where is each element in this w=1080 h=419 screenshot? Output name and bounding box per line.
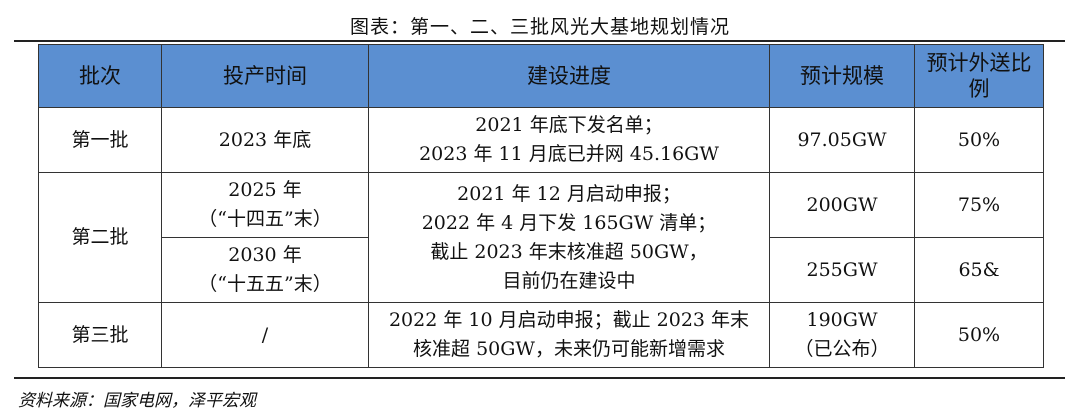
header-row: 批次 投产时间 建设进度 预计规模 预计外送比例 <box>38 44 1044 108</box>
time-cell: 2030 年 （“十五五”末） <box>161 237 369 303</box>
table-title: 图表：第一、二、三批风光大基地规划情况 <box>349 16 730 38</box>
progress-line: 2021 年底下发名单； <box>475 114 663 136</box>
progress-line: 2022 年 4 月下发 165GW 清单； <box>421 211 717 234</box>
header-progress: 建设进度 <box>368 44 770 108</box>
time-line: 2025 年 <box>228 179 302 201</box>
batch-cell: 第三批 <box>38 302 162 368</box>
top-rule <box>14 40 1065 42</box>
progress-line: 2023 年 11 月底已并网 45.16GW <box>419 143 719 165</box>
scale-cell: 255GW <box>769 237 915 303</box>
progress-line: 2021 年 12 月启动申报； <box>457 182 681 205</box>
progress-line: 2022 年 10 月启动申报；截止 2023 年末 <box>388 309 750 331</box>
bottom-rule <box>14 377 1065 379</box>
scale-cell: 97.05GW <box>769 107 915 173</box>
scale-cell: 190GW （已公布） <box>769 302 915 368</box>
batch-cell: 第一批 <box>38 107 162 173</box>
progress-cell: 2021 年底下发名单； 2023 年 11 月底已并网 45.16GW <box>368 107 770 173</box>
ratio-cell: 75% <box>914 172 1044 238</box>
wind-solar-base-table: 批次 投产时间 建设进度 预计规模 预计外送比例 第一批 2023 年底 202… <box>38 44 1044 368</box>
table-row: 第一批 2023 年底 2021 年底下发名单； 2023 年 11 月底已并网… <box>38 107 1044 173</box>
progress-line: 截止 2023 年末核准超 50GW， <box>430 240 708 263</box>
source-note: 资料来源：国家电网，泽平宏观 <box>18 391 256 411</box>
time-cell: 2025 年 （“十四五”末） <box>161 172 369 238</box>
scale-line: 190GW <box>806 309 878 331</box>
header-scale: 预计规模 <box>769 44 915 108</box>
time-cell: 2023 年底 <box>161 107 369 173</box>
batch-cell: 第二批 <box>38 172 162 303</box>
time-line: （“十五五”末） <box>198 273 332 295</box>
table-row: 第二批 2025 年 （“十四五”末） 2021 年 12 月启动申报； 202… <box>38 172 1044 303</box>
ratio-cell: 50% <box>914 107 1044 173</box>
scale-line: （已公布） <box>794 338 890 360</box>
table-row: 第三批 / 2022 年 10 月启动申报；截止 2023 年末 核准超 50G… <box>38 302 1044 368</box>
progress-line: 目前仍在建设中 <box>502 269 636 292</box>
header-batch: 批次 <box>38 44 162 108</box>
time-cell: / <box>161 302 369 368</box>
progress-cell: 2021 年 12 月启动申报； 2022 年 4 月下发 165GW 清单； … <box>368 172 770 303</box>
header-export-ratio: 预计外送比例 <box>914 44 1044 108</box>
time-line: 2030 年 <box>228 244 302 266</box>
progress-line: 核准超 50GW，未来仍可能新增需求 <box>413 338 725 360</box>
progress-cell: 2022 年 10 月启动申报；截止 2023 年末 核准超 50GW，未来仍可… <box>368 302 770 368</box>
header-production-time: 投产时间 <box>161 44 369 108</box>
ratio-cell: 50% <box>914 302 1044 368</box>
ratio-cell: 65& <box>914 237 1044 303</box>
table-row: 2030 年 （“十五五”末） 255GW 65& <box>39 237 1044 303</box>
time-line: （“十四五”末） <box>198 208 332 230</box>
scale-cell: 200GW <box>769 172 915 238</box>
